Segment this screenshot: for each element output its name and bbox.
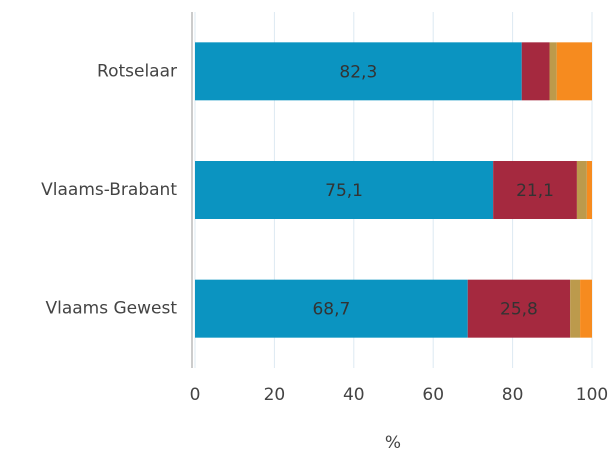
bar-segment	[467, 279, 571, 338]
x-tick-label: 100	[576, 385, 608, 405]
bar-segment	[195, 161, 494, 219]
data-label: 75,1	[325, 181, 363, 201]
x-tick-label: 80	[502, 385, 524, 405]
x-tick-label: 60	[422, 385, 444, 405]
bar-segment	[576, 161, 587, 219]
data-label: 21,1	[516, 181, 554, 201]
bar-segment	[586, 161, 592, 219]
bar-segment	[570, 279, 581, 338]
bar-segment	[549, 42, 557, 101]
data-label: 25,8	[500, 300, 538, 320]
x-axis-label: %	[385, 433, 401, 453]
x-tick-label: 0	[190, 385, 201, 405]
x-tick-label: 20	[264, 385, 286, 405]
x-tick-label: 40	[343, 385, 365, 405]
data-label: 68,7	[312, 300, 350, 320]
bar-segment	[493, 161, 577, 219]
y-tick-label: Vlaams-Brabant	[41, 180, 177, 200]
y-tick-label: Vlaams Gewest	[45, 299, 177, 319]
bar-segment	[195, 42, 522, 101]
data-label: 82,3	[339, 62, 377, 82]
bar-segment	[556, 42, 592, 101]
y-tick-label: Rotselaar	[97, 61, 177, 81]
bar-segment	[580, 279, 592, 338]
bar-segment	[195, 279, 468, 338]
bar-segment	[521, 42, 550, 101]
